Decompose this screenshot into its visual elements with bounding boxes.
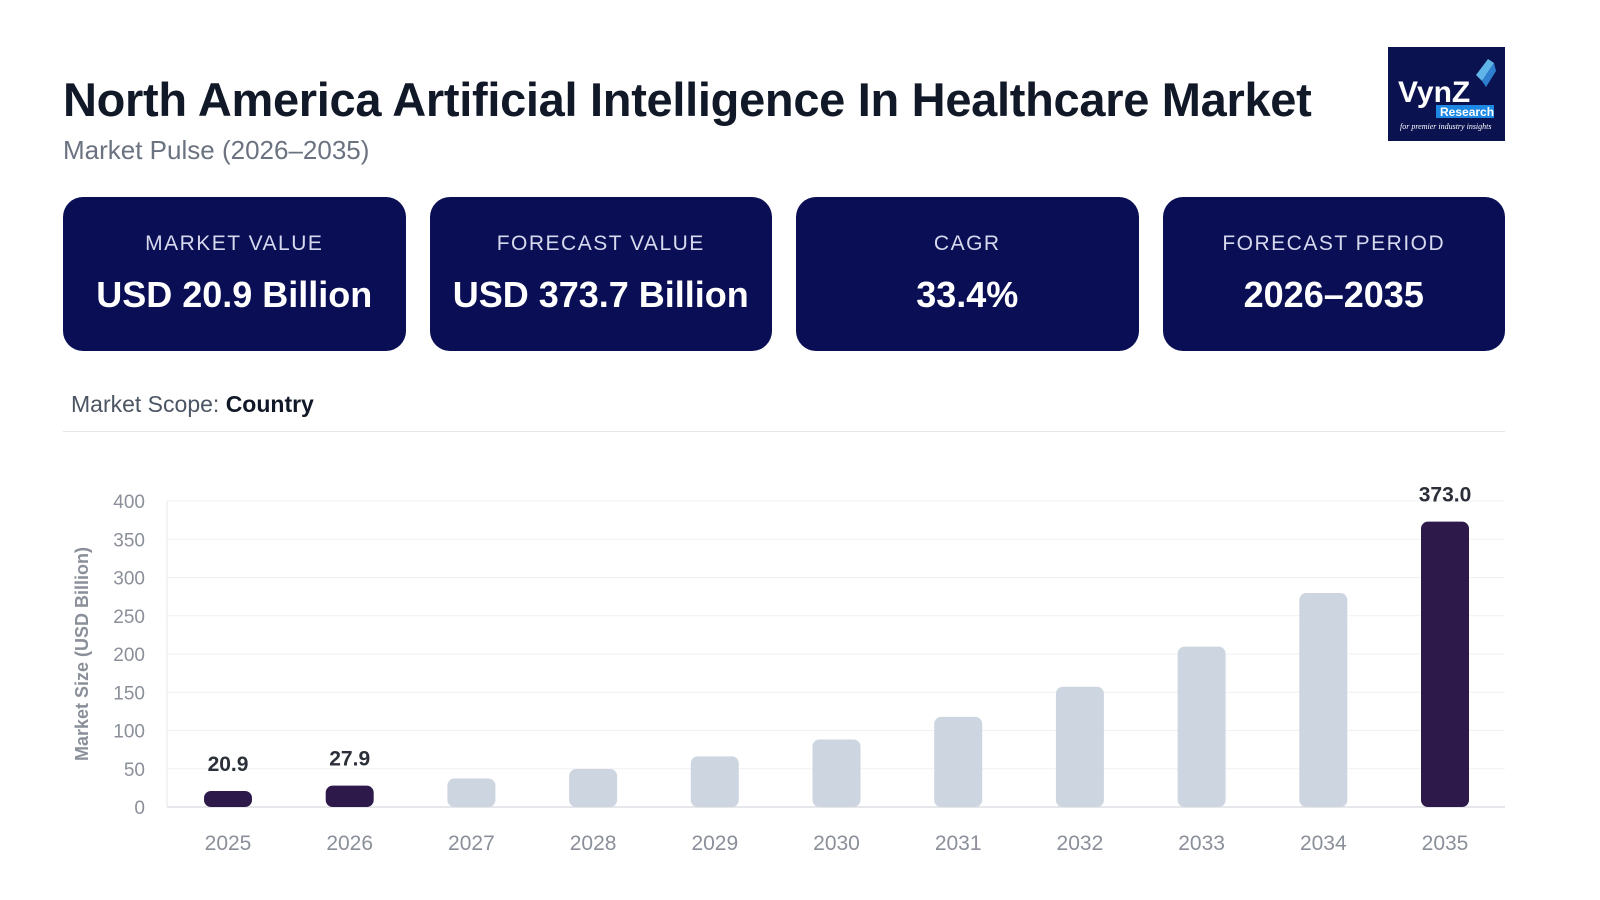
bar-2034 (1299, 593, 1348, 807)
bar-chart: 0 50 100 150 200 250 300 350 400 Market Size (USD… (72, 484, 1505, 855)
svg-text:for premier industry insights: for premier industry insights (1400, 122, 1491, 131)
svg-text:Research: Research (1440, 105, 1494, 119)
x-tick-label: 2027 (448, 832, 495, 855)
data-label-2025: 20.9 (208, 753, 249, 776)
x-tick-label: 2033 (1178, 832, 1225, 855)
x-tick-label: 2031 (935, 832, 982, 855)
divider (63, 431, 1505, 432)
card-label: MARKET VALUE (145, 232, 324, 255)
y-tick-label: 100 (113, 722, 145, 743)
y-tick-label: 350 (113, 530, 145, 551)
vynz-logo: VynZ Research for premier industry insig… (1388, 47, 1505, 141)
y-tick-label: 0 (134, 798, 145, 819)
bar-2026 (325, 785, 374, 807)
card-value: USD 373.7 Billion (452, 274, 749, 315)
x-tick-label: 2032 (1057, 832, 1104, 855)
x-tick-label: 2025 (205, 832, 252, 855)
bar-2032 (1055, 686, 1104, 807)
page-title: North America Artificial Intelligence In… (63, 73, 1312, 126)
y-tick-label: 50 (124, 760, 145, 781)
x-tick-label: 2034 (1300, 832, 1347, 855)
data-label-2026: 27.9 (329, 748, 370, 771)
x-tick-label: 2026 (326, 832, 373, 855)
bar-2031 (934, 716, 983, 807)
bar-2027 (447, 778, 496, 807)
bar-2030 (812, 739, 861, 807)
card-market-value: MARKET VALUE USD 20.9 Billion (63, 197, 406, 351)
kpi-cards: MARKET VALUE USD 20.9 Billion FORECAST V… (63, 197, 1505, 351)
card-label: FORECAST VALUE (496, 232, 705, 255)
card-forecast-value: FORECAST VALUE USD 373.7 Billion (429, 197, 772, 351)
x-tick-label: 2029 (691, 832, 738, 855)
bar-2033 (1177, 646, 1226, 807)
card-value: USD 20.9 Billion (96, 274, 373, 315)
bar-2025 (204, 791, 252, 807)
card-value: 33.4% (916, 274, 1019, 315)
y-tick-label: 200 (113, 645, 145, 666)
y-tick-label: 150 (113, 683, 145, 704)
y-axis-label: Market Size (USD Billion) (72, 547, 92, 761)
page-subtitle: Market Pulse (2026–2035) (63, 135, 370, 165)
scope-value: Country (225, 391, 314, 417)
bar-2035 (1421, 521, 1469, 807)
card-forecast-period: FORECAST PERIOD 2026–2035 (1162, 197, 1505, 351)
y-tick-label: 250 (113, 607, 145, 628)
bar-2029 (690, 756, 739, 807)
card-label: CAGR (933, 232, 1001, 255)
x-tick-label: 2035 (1422, 832, 1469, 855)
data-label-2035: 373.0 (1419, 484, 1472, 507)
bar-2028 (569, 769, 618, 807)
scope-label: Market Scope: (71, 391, 220, 417)
card-label: FORECAST PERIOD (1222, 232, 1446, 255)
svg-text:VynZ: VynZ (1398, 76, 1470, 109)
card-cagr: CAGR 33.4% (796, 197, 1139, 351)
x-tick-label: 2028 (570, 832, 617, 855)
card-value: 2026–2035 (1243, 274, 1424, 315)
x-tick-label: 2030 (813, 832, 860, 855)
y-tick-label: 300 (113, 569, 145, 590)
y-tick-label: 400 (113, 492, 145, 513)
market-scope: Market Scope: Country (71, 391, 314, 418)
